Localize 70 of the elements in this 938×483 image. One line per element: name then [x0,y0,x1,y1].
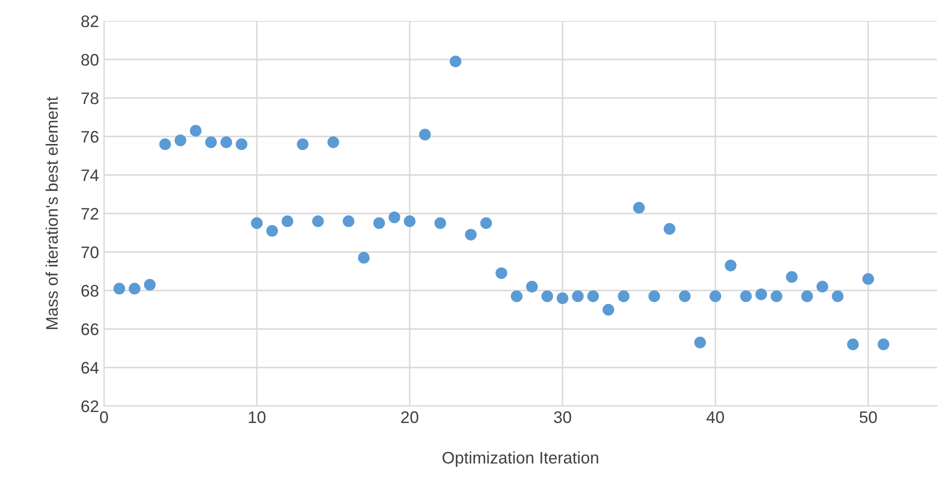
point [296,138,309,150]
point [740,290,752,302]
point [404,215,416,228]
x-tick-label: 50 [860,411,877,424]
point [816,280,828,292]
point [327,136,340,148]
point [434,217,446,229]
point [464,228,477,241]
point [710,290,722,302]
point [602,304,614,316]
y-tick-label: 72 [81,208,98,220]
point [633,202,645,214]
point [128,282,140,294]
x-tick-label: 30 [554,411,572,424]
point [526,280,538,292]
point [618,290,630,302]
x-tick-label: 0 [100,411,108,424]
point [251,217,263,229]
point [480,217,492,229]
point [862,273,874,285]
y-tick-label: 68 [81,284,98,297]
point [648,290,660,302]
point [770,290,782,302]
point [174,134,186,146]
point [801,290,813,302]
point [419,128,431,140]
point [220,136,232,148]
x-tick-label: 10 [248,411,266,424]
point [510,290,523,302]
y-tick-label: 82 [81,15,98,28]
point [373,217,385,229]
y-tick-label: 62 [81,400,98,412]
point [832,290,844,302]
point [312,215,324,228]
point [282,215,294,228]
point [342,215,354,228]
point [266,224,278,237]
point [388,212,400,224]
point [450,56,462,68]
y-tick-label: 74 [81,170,99,182]
point [847,338,859,350]
point [205,136,217,148]
point [664,223,676,235]
point [496,267,508,280]
point [190,124,202,137]
y-tick-label: 66 [81,323,98,336]
point [694,336,706,348]
point [113,282,126,294]
point [678,290,691,302]
point [358,252,370,264]
point [878,338,890,350]
point [587,290,599,302]
point [144,278,156,291]
point [236,138,248,150]
y-tick-label: 80 [81,54,98,66]
x-tick-label: 20 [401,411,418,424]
y-tick-label: 64 [81,362,99,374]
y-tick-label: 76 [81,130,98,143]
x-tick-label: 40 [706,411,724,424]
point [755,288,768,300]
point [159,138,171,150]
y-axis-title: Mass of iteration's best element [46,96,58,330]
y-tick-label: 70 [81,246,98,258]
point [572,290,584,302]
point [556,292,568,304]
point [786,271,798,283]
point [541,290,554,302]
point [724,260,737,272]
y-tick-label: 78 [81,92,98,104]
x-axis-title: Optimization Iteration [442,451,598,467]
